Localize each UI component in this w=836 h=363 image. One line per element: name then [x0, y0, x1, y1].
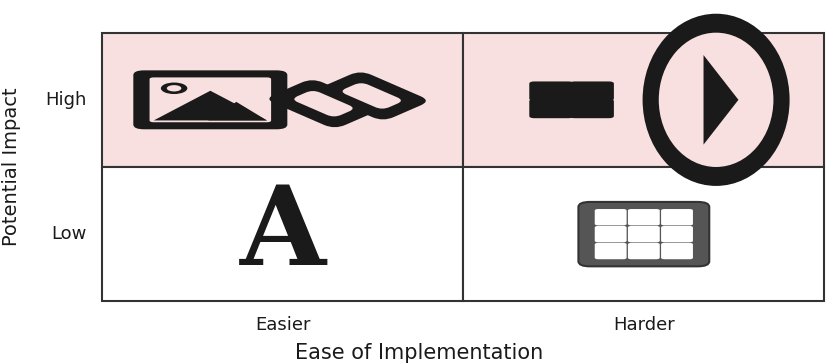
FancyBboxPatch shape	[317, 73, 426, 119]
Bar	[102, 167, 462, 301]
FancyBboxPatch shape	[660, 243, 692, 259]
Bar	[462, 167, 823, 301]
Text: Harder: Harder	[612, 316, 674, 334]
FancyBboxPatch shape	[594, 226, 626, 242]
FancyBboxPatch shape	[627, 226, 659, 242]
Text: Easier: Easier	[254, 316, 310, 334]
FancyBboxPatch shape	[269, 80, 377, 127]
Text: Ease of Implementation: Ease of Implementation	[295, 343, 543, 363]
Text: High: High	[45, 91, 87, 109]
Ellipse shape	[642, 14, 788, 186]
FancyBboxPatch shape	[660, 209, 692, 225]
Polygon shape	[208, 102, 267, 121]
FancyBboxPatch shape	[133, 70, 287, 129]
FancyBboxPatch shape	[150, 77, 271, 122]
FancyBboxPatch shape	[569, 81, 613, 101]
FancyBboxPatch shape	[627, 209, 659, 225]
Bar	[102, 33, 462, 167]
Ellipse shape	[658, 33, 772, 167]
FancyBboxPatch shape	[294, 91, 352, 117]
Circle shape	[166, 85, 181, 91]
Text: Low: Low	[52, 225, 87, 243]
FancyBboxPatch shape	[594, 243, 626, 259]
Polygon shape	[154, 91, 267, 121]
FancyBboxPatch shape	[578, 202, 708, 266]
FancyBboxPatch shape	[569, 99, 613, 118]
Text: A: A	[239, 181, 325, 287]
Circle shape	[161, 82, 187, 94]
Polygon shape	[703, 55, 737, 144]
FancyBboxPatch shape	[594, 209, 626, 225]
FancyBboxPatch shape	[342, 83, 400, 109]
Text: Potential Impact: Potential Impact	[3, 88, 21, 246]
FancyBboxPatch shape	[627, 243, 659, 259]
FancyBboxPatch shape	[528, 81, 573, 101]
FancyBboxPatch shape	[528, 99, 573, 118]
Bar	[462, 33, 823, 167]
FancyBboxPatch shape	[660, 226, 692, 242]
